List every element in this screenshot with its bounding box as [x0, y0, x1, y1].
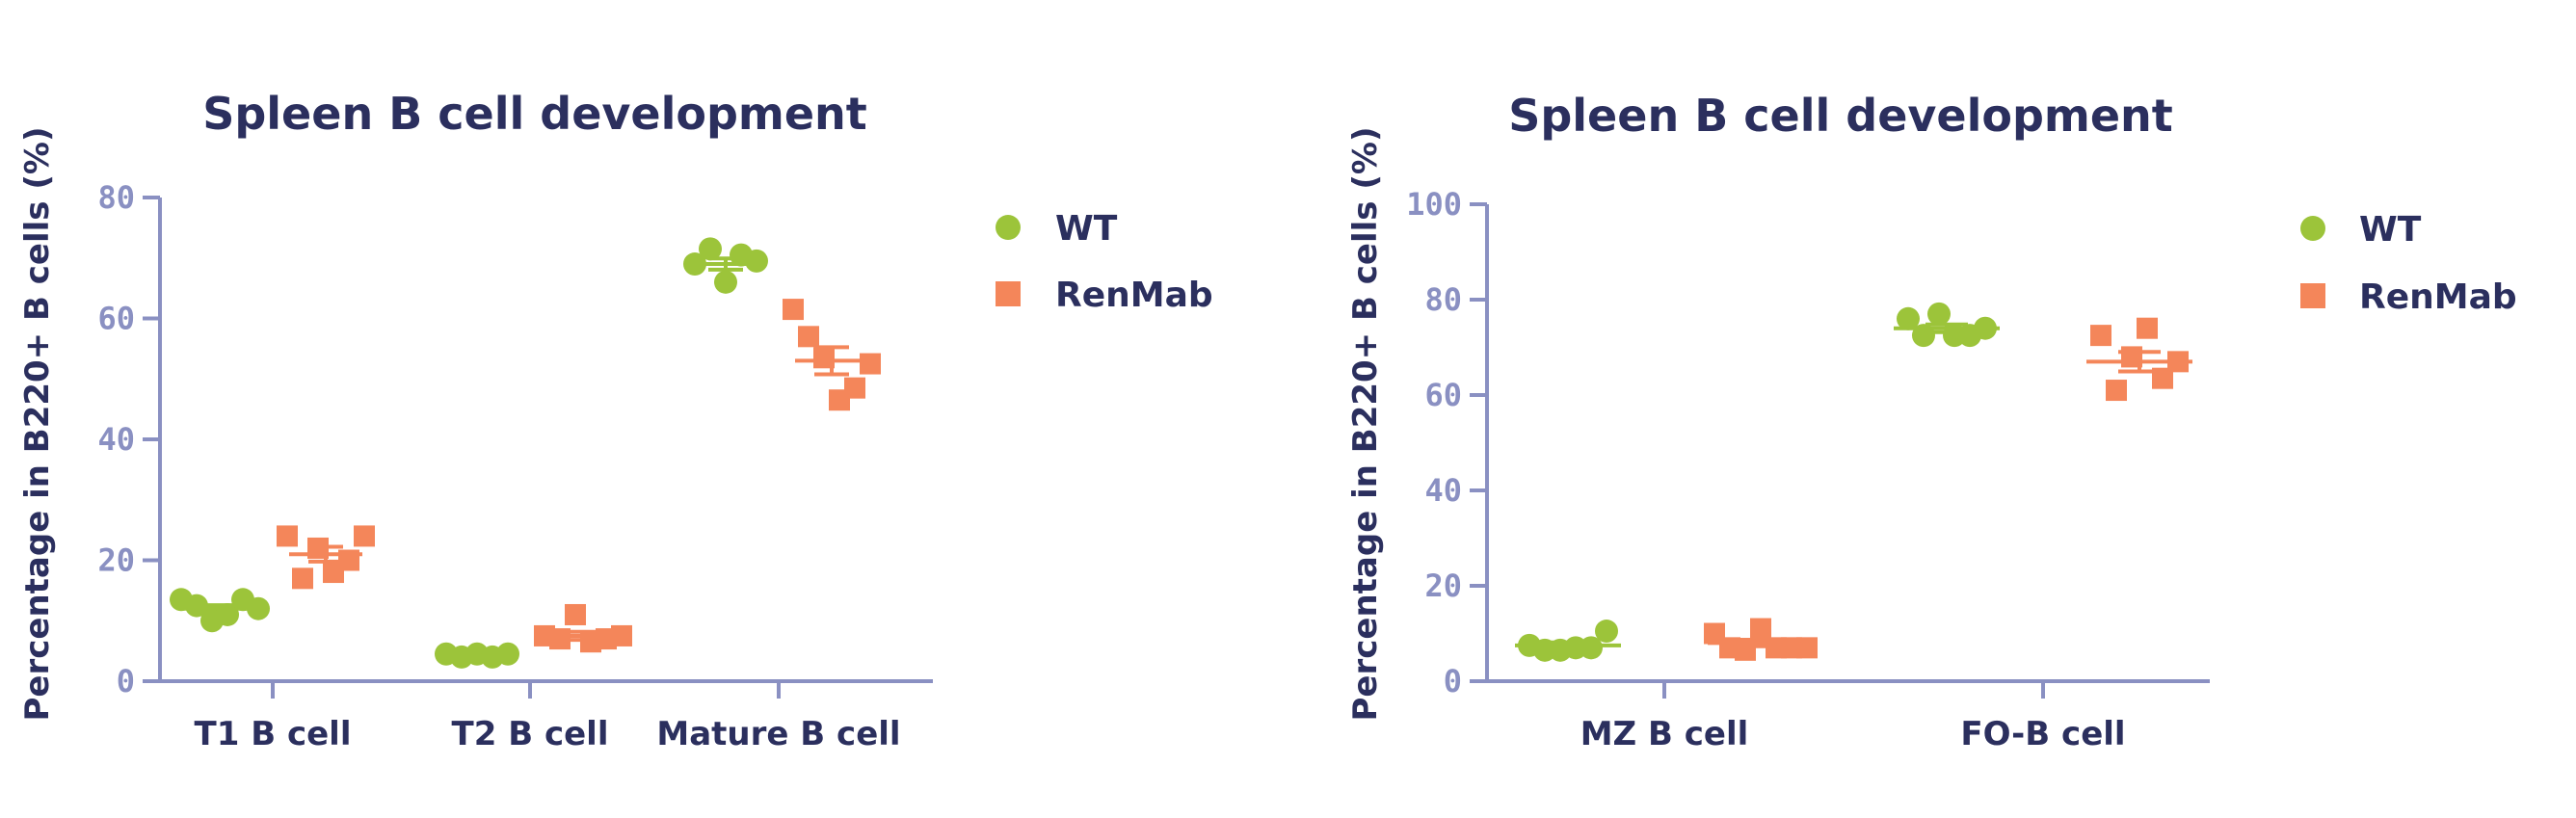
legend-wt-marker: [2300, 216, 2325, 241]
renmab-data-point: [1735, 639, 1756, 661]
wt-data-point: [714, 270, 737, 294]
renmab-data-point: [2106, 380, 2127, 402]
y-tick-label: 80: [97, 179, 135, 216]
legend-renmab-marker: [996, 281, 1021, 306]
wt-data-point: [1580, 636, 1603, 660]
legend-renmab-marker: [2300, 283, 2325, 308]
renmab-data-point: [1750, 618, 1771, 640]
renmab-data-point: [565, 603, 586, 625]
x-category-label: FO-B cell: [1960, 715, 2125, 753]
wt-data-point: [699, 237, 722, 261]
renmab-data-point: [549, 628, 571, 650]
chart-1: Spleen B cell development Percentage in …: [18, 88, 1213, 753]
renmab-data-point: [2167, 351, 2189, 373]
renmab-data-point: [338, 549, 359, 571]
renmab-data-point: [1796, 637, 1818, 659]
y-tick-label: 80: [1424, 281, 1462, 318]
chart-2: Spleen B cell development Percentage in …: [1346, 90, 2517, 753]
y-tick-label: 20: [1424, 567, 1462, 604]
y-tick-label: 100: [1406, 186, 1462, 223]
y-tick-label: 0: [1444, 663, 1462, 699]
chart-2-y-axis-label: Percentage in B220+ B cells (%): [1346, 127, 1385, 722]
y-tick-label: 40: [1424, 472, 1462, 509]
legend-wt-marker: [996, 215, 1021, 240]
wt-data-point: [745, 249, 768, 273]
chart-1-title: Spleen B cell development: [202, 88, 867, 140]
x-category-label: T1 B cell: [195, 715, 352, 753]
legend-wt-label: WT: [1055, 209, 1118, 249]
renmab-data-point: [798, 326, 819, 348]
y-tick-label: 20: [97, 542, 135, 579]
renmab-data-point: [783, 299, 804, 321]
legend-renmab-label: RenMab: [2359, 277, 2517, 317]
wt-data-point: [1974, 316, 1997, 340]
wt-data-point: [683, 252, 706, 277]
renmab-data-point: [2090, 325, 2111, 347]
legend-wt-label: WT: [2359, 210, 2422, 250]
wt-data-point: [1595, 620, 1618, 644]
renmab-data-point: [2152, 367, 2173, 389]
wt-data-point: [247, 596, 270, 620]
renmab-data-point: [844, 377, 865, 399]
y-tick-label: 0: [117, 663, 135, 699]
x-category-label: T2 B cell: [452, 715, 609, 753]
y-tick-label: 60: [1424, 377, 1462, 413]
chart-1-y-axis-label: Percentage in B220+ B cells (%): [18, 127, 57, 722]
legend-renmab-label: RenMab: [1055, 276, 1213, 315]
renmab-data-point: [2121, 346, 2142, 368]
y-tick-label: 60: [97, 301, 135, 337]
y-tick-label: 40: [97, 421, 135, 458]
wt-data-point: [496, 642, 519, 666]
wt-data-point: [185, 594, 208, 618]
renmab-data-point: [860, 353, 881, 375]
renmab-data-point: [354, 525, 375, 547]
x-category-label: MZ B cell: [1580, 715, 1749, 753]
wt-data-point: [1927, 302, 1951, 326]
wt-data-point: [216, 602, 239, 626]
wt-data-point: [1897, 306, 1920, 330]
renmab-data-point: [813, 347, 835, 369]
chart-2-title: Spleen B cell development: [1508, 90, 2173, 142]
x-category-label: Mature B cell: [656, 715, 900, 753]
renmab-data-point: [307, 537, 329, 559]
chart-1-legend: WT RenMab: [996, 209, 1213, 315]
chart-2-legend: WT RenMab: [2300, 210, 2517, 317]
renmab-data-point: [277, 525, 298, 547]
renmab-data-point: [2137, 317, 2158, 339]
renmab-data-point: [292, 567, 313, 590]
renmab-data-point: [611, 624, 632, 646]
wt-data-point: [1912, 324, 1935, 348]
